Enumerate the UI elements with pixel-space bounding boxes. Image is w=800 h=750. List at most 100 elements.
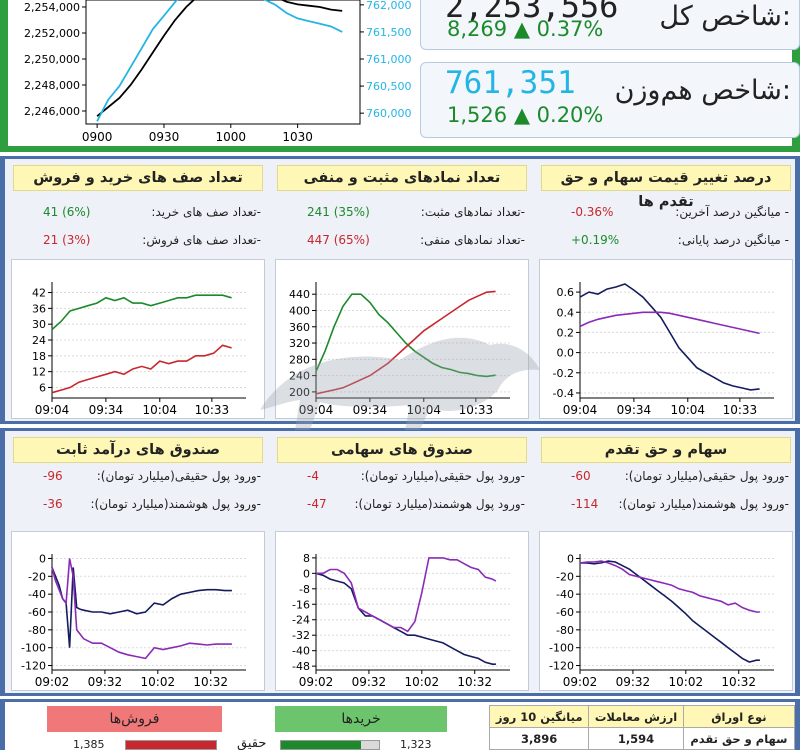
positive-symbols-label: -تعداد نمادهای مثبت: [420,205,525,219]
equity-funds-smart-row: -ورود پول هوشمند(میلیارد تومان): -47 [277,493,527,515]
x-tick-label: 09:02 [563,675,598,689]
x-tick-label: 09:34 [89,403,124,417]
x-tick-label: 10:02 [405,675,440,689]
queues-panel: تعداد صف های خرید و فروش -تعداد صف های خ… [7,159,265,421]
x-tick-label: 1030 [282,130,313,144]
y-tick-label: 440 [289,288,310,301]
x-tick-label: 09:04 [563,403,598,417]
x-tick-label: 10:32 [721,675,756,689]
x-tick-label: 1000 [216,130,247,144]
x-tick-label: 10:32 [193,675,228,689]
series-line-1 [315,572,496,665]
total-index-change-pct: 0.37% [536,17,604,41]
fixed-income-real-value: -96 [43,469,63,483]
market-stats-band: تعداد صف های خرید و فروش -تعداد صف های خ… [0,156,800,424]
y-tick-label: -100 [549,642,574,655]
x-tick-label: 0900 [82,130,113,144]
stocks-chart-svg: 0 -20 -40 -60 -80 -100 -120 09:02 09:32 10:02 10:3… [549,552,774,689]
table-cell-type: سهام و حق تقدم [682,727,796,750]
y-tick-label: 42 [32,287,46,300]
sell-queues-row: -تعداد صف های فروش: 21 (3%) [13,229,263,251]
y-left-tick-label: 2,248,000 [24,79,80,92]
x-tick-label: 10:04 [406,403,441,417]
y-tick-label: -20 [28,570,46,583]
buys-value: 1,323 [400,738,432,750]
total-index-value: 2,253,556 [445,0,619,25]
y-left-tick-label: 2,250,000 [24,53,80,66]
y-tick-label: 200 [289,386,310,399]
final-price-change-value: +0.19% [571,233,620,247]
x-tick-label: 09:32 [88,675,123,689]
queues-chart: 6 12 18 24 30 36 42 09:04 09:34 10:04 10:33 [11,259,265,419]
main-index-chart-svg: 2,246,000 2,248,000 2,250,000 2,252,000 2,25… [24,0,412,144]
series-line-2 [579,311,760,335]
symbols-chart: 200 240 280 320 360 400 440 09:04 09:34 10:04 10:3… [275,259,529,419]
y-right-tick-label: 761,500 [366,26,412,39]
y-tick-label: 240 [289,370,310,383]
table-header-row: میانگین 10 روز ارزش معاملات نوع اوراق [488,705,796,728]
stocks-smart-value: -114 [571,497,599,511]
y-tick-label: -40 [292,645,310,658]
y-tick-label: 18 [32,350,46,363]
y-tick-label: -60 [556,606,574,619]
equity-funds-real-value: -4 [307,469,319,483]
plot-area [85,0,361,125]
x-tick-label: 09:04 [299,403,334,417]
table-cell-avg10: 3,896 [488,727,590,750]
y-tick-label: 0.4 [557,306,575,319]
fixed-income-real-row: -ورود پول حقیقی(میلیارد تومان): -96 [13,465,263,487]
stocks-real-row: -ورود پول حقیقی(میلیارد تومان): -60 [541,465,791,487]
queues-chart-svg: 6 12 18 24 30 36 42 09:04 09:34 10:04 10:33 [32,282,246,417]
equity-funds-smart-label: -ورود پول هوشمند(میلیارد تومان): [354,497,525,511]
total-index-change: 8,269 ▲ 0.37% [447,17,603,41]
equity-funds-real-row: -ورود پول حقیقی(میلیارد تومان): -4 [277,465,527,487]
x-tick-label: 10:32 [457,675,492,689]
equity-funds-smart-value: -47 [307,497,327,511]
series-line-2 [51,558,232,660]
y-tick-label: 30 [32,318,46,331]
series-line-2 [316,557,497,633]
y-tick-label: 0.2 [557,326,575,339]
x-tick-label: 0930 [149,130,180,144]
x-tick-label: 09:04 [35,403,70,417]
x-tick-label: 09:34 [353,403,388,417]
x-tick-label: 10:33 [459,403,494,417]
fixed-income-smart-label: -ورود پول هوشمند(میلیارد تومان): [90,497,261,511]
main-index-chart: 2,246,000 2,248,000 2,250,000 2,252,000 2,25… [8,0,418,146]
equity-funds-real-label: -ورود پول حقیقی(میلیارد تومان): [360,469,525,483]
fixed-income-panel-title: صندوق های درآمد ثابت [13,437,263,463]
positive-symbols-value: 241 (35%) [307,205,370,219]
index-line-2 [96,0,343,122]
y-tick-label: -60 [28,606,46,619]
stocks-real-value: -60 [571,469,591,483]
y-tick-label: 6 [39,381,46,394]
equity-funds-panel-title: صندوق های سهامی [277,437,527,463]
x-tick-label: 09:02 [299,675,334,689]
money-flow-band-inner: صندوق های درآمد ثابت -ورود پول حقیقی(میل… [5,431,795,693]
x-tick-label: 09:32 [616,675,651,689]
negative-symbols-label: -تعداد نمادهای منفی: [420,233,525,247]
equity-funds-chart-svg: 8 0 -8 -16 -24 -32 -40 -48 09:02 09:32 10:02 10:32 [292,552,510,689]
y-tick-label: -80 [28,624,46,637]
symbols-panel: تعداد نمادهای مثبت و منفی -تعداد نمادهای… [271,159,529,421]
y-tick-label: -120 [549,660,574,673]
buys-header: خریدها [275,706,447,732]
buy-queues-value: 41 (6%) [43,205,91,219]
y-tick-label: 0.6 [557,286,575,299]
y-tick-label: 400 [289,304,310,317]
x-tick-label: 10:04 [670,403,705,417]
y-tick-label: 320 [289,337,310,350]
final-price-change-row: - میانگین درصد پایانی: +0.19% [541,229,791,251]
index-header: 2,246,000 2,248,000 2,250,000 2,252,000 2,25… [0,0,800,152]
fixed-income-smart-row: -ورود پول هوشمند(میلیارد تومان): -36 [13,493,263,515]
y-left-tick-label: 2,254,000 [24,1,80,14]
sells-value: 1,385 [73,738,105,750]
series-line-2 [315,290,496,395]
y-tick-label: 12 [32,366,46,379]
total-index-label: شاخص کل: [659,1,791,32]
table-cell-trade-value: 1,594 [588,727,684,750]
trades-section: فروش‌ها خریدها 1,385 حقیق 1,323 میانگین … [0,699,800,750]
symbols-chart-svg: 200 240 280 320 360 400 440 09:04 09:34 10:04 10:3… [289,282,510,417]
equity-funds-panel: صندوق های سهامی -ورود پول حقیقی(میلیارد … [271,431,529,693]
negative-symbols-row: -تعداد نمادهای منفی: 447 (65%) [277,229,527,251]
